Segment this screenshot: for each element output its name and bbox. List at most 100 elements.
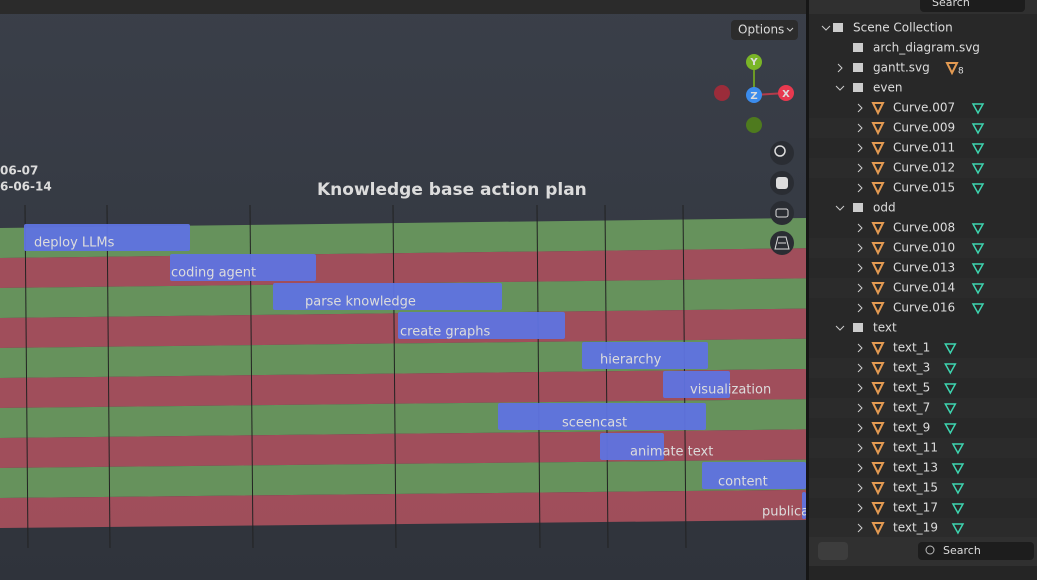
- expand-arrow[interactable]: [857, 303, 863, 313]
- expand-arrow[interactable]: [857, 483, 863, 493]
- row-bg: [809, 218, 1037, 238]
- task-label: content: [718, 475, 768, 490]
- row-bg: [809, 458, 1037, 478]
- expand-arrow[interactable]: [821, 25, 831, 31]
- outliner-item[interactable]: Curve.015: [893, 181, 955, 195]
- grid-line: [106, 204, 111, 549]
- expand-arrow[interactable]: [837, 63, 843, 73]
- expand-arrow[interactable]: [857, 363, 863, 373]
- object-icon: [871, 162, 885, 176]
- expand-arrow[interactable]: [857, 343, 863, 353]
- expand-arrow[interactable]: [835, 205, 845, 211]
- object-icon: [871, 502, 885, 516]
- search-placeholder: Search: [932, 0, 970, 9]
- outliner-item[interactable]: text_5: [893, 381, 930, 395]
- task-bar: [498, 403, 706, 430]
- outliner-item[interactable]: text_1: [893, 341, 930, 355]
- expand-arrow[interactable]: [857, 423, 863, 433]
- object-icon: [871, 122, 885, 136]
- outliner-item[interactable]: text_11: [893, 441, 938, 455]
- gizmo-x[interactable]: [778, 85, 794, 101]
- outliner-item[interactable]: Curve.008: [893, 221, 955, 235]
- mesh-data-icon: [944, 343, 957, 355]
- expand-arrow[interactable]: [857, 383, 863, 393]
- expand-arrow[interactable]: [857, 283, 863, 293]
- editor-type-button[interactable]: [818, 542, 848, 560]
- mesh-data-icon: [944, 423, 957, 435]
- expand-arrow[interactable]: [835, 85, 845, 91]
- outliner-item[interactable]: Curve.013: [893, 261, 955, 275]
- mesh-data-icon: [951, 523, 965, 535]
- expand-arrow[interactable]: [857, 183, 863, 193]
- row-bg: [809, 498, 1037, 518]
- search-placeholder: Search: [943, 544, 981, 557]
- outliner-item[interactable]: text_17: [893, 501, 938, 515]
- gizmo-z[interactable]: [746, 87, 762, 103]
- expand-arrow[interactable]: [857, 263, 863, 273]
- outliner-item[interactable]: text_7: [893, 401, 930, 415]
- outliner-item[interactable]: Curve.010: [893, 241, 955, 255]
- expand-arrow[interactable]: [835, 325, 845, 331]
- expand-arrow[interactable]: [857, 463, 863, 473]
- expand-arrow[interactable]: [857, 143, 863, 153]
- zoom-button[interactable]: [770, 141, 794, 165]
- expand-arrow[interactable]: [857, 523, 863, 533]
- expand-arrow[interactable]: [857, 163, 863, 173]
- outliner-item[interactable]: text_15: [893, 481, 938, 495]
- expand-arrow[interactable]: [857, 403, 863, 413]
- mesh-data-icon: [951, 443, 965, 455]
- gizmo-y[interactable]: [746, 54, 762, 70]
- expand-arrow[interactable]: [857, 123, 863, 133]
- task-bar: [273, 283, 502, 310]
- outliner-item[interactable]: Curve.016: [893, 301, 955, 315]
- grid-line: [604, 204, 609, 549]
- expand-arrow[interactable]: [857, 223, 863, 233]
- outliner-item[interactable]: Curve.007: [893, 101, 955, 115]
- gantt-title: Knowledge base action plan: [317, 180, 587, 200]
- camera-button[interactable]: [770, 201, 794, 225]
- row-bg: [809, 378, 1037, 398]
- outliner-item[interactable]: Scene Collection: [853, 21, 953, 35]
- outliner-item[interactable]: text_3: [893, 361, 930, 375]
- outliner-item[interactable]: Curve.012: [893, 161, 955, 175]
- row-bg: [809, 358, 1037, 378]
- outliner-item[interactable]: gantt.svg: [873, 61, 930, 75]
- outliner-item[interactable]: Curve.011: [893, 141, 955, 155]
- nav-buttons: [770, 141, 794, 255]
- object-icon: [871, 142, 885, 156]
- gizmo-label: Y: [749, 57, 758, 68]
- options-label: Options: [738, 23, 784, 37]
- options-button[interactable]: [731, 20, 798, 40]
- outliner-item[interactable]: text: [873, 321, 897, 335]
- task-label: coding agent: [171, 266, 256, 281]
- mesh-data-icon: [971, 103, 985, 115]
- mesh-data-icon: [971, 183, 985, 195]
- outliner-item[interactable]: even: [873, 81, 902, 95]
- outliner-item[interactable]: arch_diagram.svg: [873, 41, 980, 55]
- task-bar: [600, 433, 664, 460]
- mesh-data-icon: [971, 303, 985, 315]
- outliner-item[interactable]: text_19: [893, 521, 938, 535]
- expand-arrow[interactable]: [857, 243, 863, 253]
- object-icon: [871, 222, 885, 236]
- search-field[interactable]: [918, 542, 1034, 560]
- gantt-plane: deploy LLMs coding agent parse knowledge cr…: [0, 204, 809, 549]
- task-bar: [663, 371, 730, 398]
- expand-arrow[interactable]: [857, 503, 863, 513]
- search-field[interactable]: [920, 0, 1025, 12]
- task-bar: [802, 492, 806, 519]
- expand-arrow[interactable]: [857, 443, 863, 453]
- outliner-item[interactable]: text_9: [893, 421, 930, 435]
- outliner-item[interactable]: Curve.009: [893, 121, 955, 135]
- object-icon: [871, 382, 885, 396]
- outliner-item[interactable]: odd: [873, 201, 896, 215]
- outliner-item[interactable]: Curve.014: [893, 281, 955, 295]
- expand-arrow[interactable]: [857, 103, 863, 113]
- collection-icon: [853, 323, 863, 332]
- mesh-data-icon: [944, 403, 957, 415]
- gizmo-neg-x[interactable]: [714, 85, 730, 101]
- mesh-data-icon: [944, 363, 957, 375]
- gizmo-neg-y[interactable]: [746, 117, 762, 133]
- outliner-item[interactable]: text_13: [893, 461, 938, 475]
